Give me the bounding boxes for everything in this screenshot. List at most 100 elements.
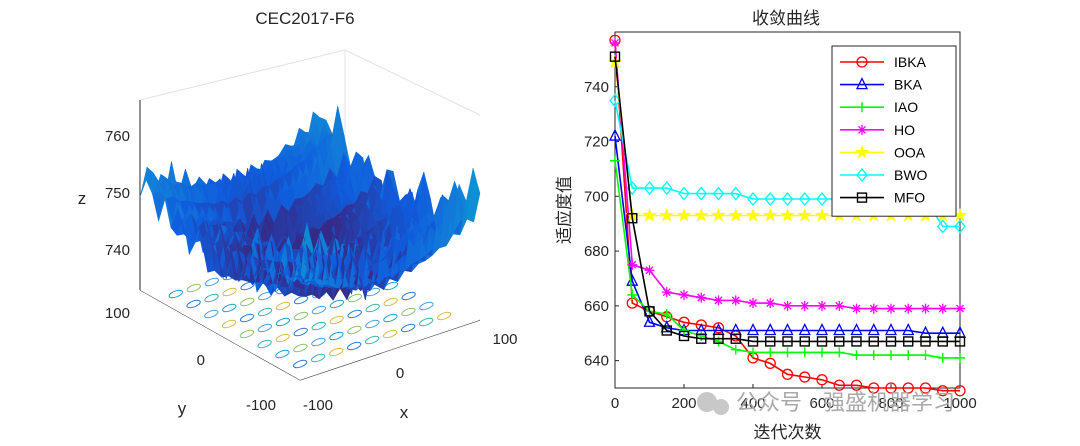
chart-title: 收敛曲线 bbox=[752, 9, 820, 29]
data-point-ooa bbox=[763, 208, 778, 222]
data-point-ibka bbox=[781, 368, 794, 380]
legend-marker-ho bbox=[857, 124, 867, 135]
legend: IBKA BKA IAO HO OOA BWO MFO bbox=[831, 45, 957, 217]
contour-ring bbox=[311, 337, 326, 347]
data-point-bka bbox=[608, 128, 622, 141]
contour-ring bbox=[222, 287, 237, 297]
contour-ring bbox=[240, 281, 255, 291]
legend-label-ibka: IBKA bbox=[894, 54, 927, 70]
contour-ring bbox=[239, 329, 255, 339]
contour-ring bbox=[257, 307, 273, 317]
data-point-bka bbox=[764, 323, 777, 336]
data-point-ibka bbox=[712, 322, 725, 334]
data-point-ho bbox=[765, 298, 776, 309]
data-point-bka bbox=[867, 323, 880, 336]
data-point-bwo bbox=[798, 192, 811, 207]
y-axis-title: 适应度值 bbox=[555, 176, 575, 244]
data-point-ibka bbox=[902, 382, 914, 394]
contour-ring bbox=[347, 341, 362, 351]
y-tick: -100 bbox=[246, 397, 276, 414]
data-point-iao bbox=[886, 350, 896, 361]
x-tick-label: 200 bbox=[671, 395, 696, 412]
wechat-icon-bubble bbox=[713, 399, 729, 415]
data-point-iao bbox=[937, 352, 948, 363]
data-point-ibka bbox=[954, 385, 966, 397]
z-tick: 760 bbox=[105, 128, 130, 145]
data-point-bwo bbox=[609, 93, 621, 108]
data-point-iao bbox=[799, 347, 810, 358]
data-point-mfo bbox=[627, 213, 638, 224]
axis-ticks: 0 200 400 600 800 1000 640 660 680 700 720 740 bbox=[584, 79, 977, 412]
data-point-iao bbox=[851, 350, 862, 361]
contour-ring bbox=[347, 309, 362, 319]
contour-ring bbox=[383, 329, 398, 339]
x-tick-label: 600 bbox=[809, 395, 834, 412]
data-point-ooa bbox=[694, 208, 709, 222]
data-point-iao bbox=[765, 347, 776, 358]
legend-label-bwo: BWO bbox=[894, 167, 928, 183]
legend-label-bka: BKA bbox=[894, 77, 923, 93]
contour-ring bbox=[311, 353, 326, 363]
contour-ring bbox=[257, 323, 273, 333]
data-point-ooa bbox=[780, 207, 795, 222]
z-axis: 760 750 740 z bbox=[78, 128, 130, 259]
y-tick-label: 700 bbox=[584, 188, 609, 205]
contour-ring bbox=[365, 335, 380, 345]
contour-ring bbox=[293, 295, 309, 305]
legend-label-ooa: OOA bbox=[894, 144, 926, 160]
legend-label-mfo: MFO bbox=[894, 190, 925, 206]
contour-ring bbox=[293, 311, 309, 321]
data-point-bka bbox=[815, 323, 829, 336]
data-point-mfo bbox=[885, 336, 897, 347]
legend-marker-mfo bbox=[856, 192, 868, 203]
data-point-iao bbox=[955, 352, 965, 363]
data-point-mfo bbox=[903, 336, 914, 347]
data-point-ibka bbox=[937, 385, 949, 397]
convergence-chart: 收敛曲线 0 200 400 600 800 1000 640 660 680 700 720 740… bbox=[555, 9, 977, 443]
z-tick: 750 bbox=[105, 185, 130, 202]
watermark-text: 公众号 · 强盛机器学习 bbox=[736, 391, 955, 416]
data-point-ho bbox=[851, 303, 862, 314]
data-point-mfo bbox=[868, 336, 879, 347]
data-point-iao bbox=[730, 344, 741, 355]
x-tick: -100 bbox=[303, 397, 333, 414]
x-axis-label: x bbox=[400, 403, 409, 422]
data-point-mfo bbox=[609, 51, 621, 62]
surface-plot: CEC2017-F6 760 750 740 z 100 bbox=[78, 9, 518, 422]
data-point-mfo bbox=[696, 333, 707, 344]
contour-ring bbox=[204, 277, 219, 287]
data-point-ibka bbox=[833, 379, 845, 391]
contour-ring bbox=[168, 289, 183, 299]
data-point-bwo bbox=[781, 192, 794, 207]
watermark: 公众号 · 强盛机器学习 bbox=[697, 391, 955, 416]
series-mfo bbox=[609, 51, 966, 347]
data-point-ooa bbox=[676, 207, 692, 222]
contour-ring bbox=[329, 331, 344, 341]
data-point-bwo bbox=[816, 192, 828, 207]
contour-ring bbox=[419, 301, 434, 311]
data-point-bwo bbox=[643, 181, 656, 196]
data-point-ho bbox=[868, 303, 879, 314]
data-point-mfo bbox=[713, 333, 724, 344]
x-axis-title: 迭代次数 bbox=[754, 423, 822, 443]
x-tick-label: 800 bbox=[878, 395, 903, 412]
data-point-bka bbox=[833, 323, 846, 336]
data-point-iao bbox=[679, 325, 689, 336]
data-point-bka bbox=[746, 323, 760, 336]
y-axis-label: y bbox=[178, 399, 187, 418]
data-point-ho bbox=[817, 300, 827, 311]
contour-ring bbox=[347, 293, 363, 303]
data-point-iao bbox=[627, 289, 638, 300]
data-point-iao bbox=[782, 347, 793, 358]
legend-box bbox=[831, 45, 957, 217]
data-point-bwo bbox=[764, 192, 777, 207]
data-point-iao bbox=[903, 350, 914, 361]
surface-title: CEC2017-F6 bbox=[255, 9, 354, 28]
data-point-mfo bbox=[782, 336, 793, 347]
wechat-icon bbox=[697, 392, 717, 412]
y-tick-label: 740 bbox=[584, 79, 609, 96]
contour-ring bbox=[383, 313, 398, 323]
legend-marker-bwo bbox=[856, 167, 868, 183]
y-tick-label: 680 bbox=[584, 243, 609, 260]
data-point-ooa bbox=[711, 207, 726, 222]
